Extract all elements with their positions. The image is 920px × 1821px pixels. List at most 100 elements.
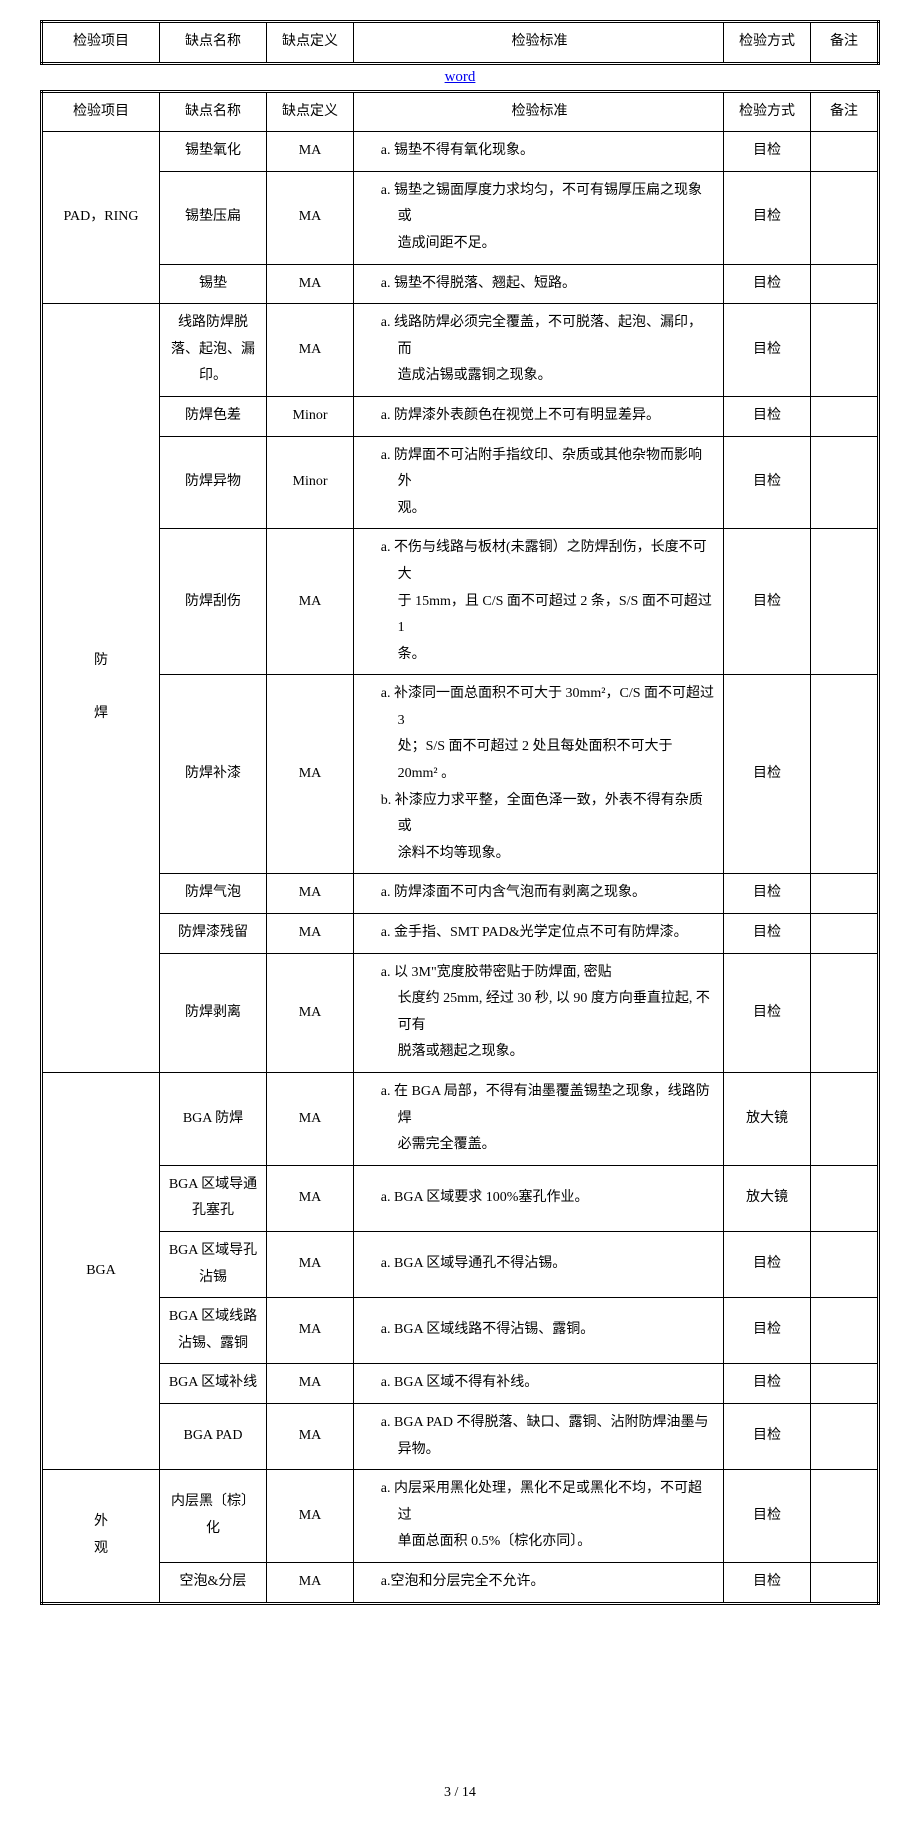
cell-defect: 锡垫压扁 — [160, 171, 267, 264]
cell-standard: a. BGA 区域要求 100%塞孔作业。 — [354, 1165, 724, 1231]
cell-method: 目检 — [724, 874, 811, 914]
cell-defect: 线路防焊脱落、起泡、漏印。 — [160, 304, 267, 397]
cell-method: 目检 — [724, 132, 811, 172]
cell-standard: a. BGA PAD 不得脱落、缺口、露铜、沾附防焊油墨与异物。 — [354, 1403, 724, 1469]
cell-standard: a. 锡垫之锡面厚度力求均匀，不可有锡厚压扁之现象或造成间距不足。 — [354, 171, 724, 264]
cell-method: 目检 — [724, 529, 811, 675]
cell-standard: a. 锡垫不得有氧化现象。 — [354, 132, 724, 172]
cell-defect: BGA 区域补线 — [160, 1364, 267, 1404]
cell-note — [811, 396, 879, 436]
th-method: 检验方式 — [724, 91, 811, 132]
cell-defect: 锡垫氧化 — [160, 132, 267, 172]
cell-definition: MA — [267, 304, 354, 397]
cell-definition: MA — [267, 1364, 354, 1404]
cell-method: 目检 — [724, 1231, 811, 1297]
cell-note — [811, 675, 879, 874]
th-defect: 缺点名称 — [160, 91, 267, 132]
cell-method: 目检 — [724, 1403, 811, 1469]
table-row: PAD，RING锡垫氧化MAa. 锡垫不得有氧化现象。目检 — [42, 132, 879, 172]
table-row: BGA 区域导孔沾锡MAa. BGA 区域导通孔不得沾锡。目检 — [42, 1231, 879, 1297]
cell-method: 目检 — [724, 436, 811, 529]
cell-method: 目检 — [724, 171, 811, 264]
cell-item: PAD，RING — [42, 132, 160, 304]
th-item-top: 检验项目 — [42, 22, 160, 64]
cell-note — [811, 529, 879, 675]
table-row: 防焊剥离MAa. 以 3M"宽度胶带密贴于防焊面, 密贴长度约 25mm, 经过… — [42, 953, 879, 1072]
cell-standard: a. 线路防焊必须完全覆盖，不可脱落、起泡、漏印，而造成沾锡或露铜之现象。 — [354, 304, 724, 397]
cell-standard: a. 防焊面不可沾附手指纹印、杂质或其他杂物而影响外观。 — [354, 436, 724, 529]
cell-method: 目检 — [724, 1562, 811, 1603]
cell-definition: MA — [267, 171, 354, 264]
table-row: 防焊刮伤MAa. 不伤与线路与板材(未露铜）之防焊刮伤，长度不可大于 15mm，… — [42, 529, 879, 675]
cell-method: 目检 — [724, 264, 811, 304]
header-table-top: 检验项目 缺点名称 缺点定义 检验标准 检验方式 备注 — [40, 20, 880, 65]
cell-note — [811, 1364, 879, 1404]
cell-standard: a. 防焊漆外表颜色在视觉上不可有明显差异。 — [354, 396, 724, 436]
cell-method: 目检 — [724, 396, 811, 436]
cell-definition: MA — [267, 1073, 354, 1166]
cell-definition: MA — [267, 675, 354, 874]
cell-note — [811, 1231, 879, 1297]
word-link[interactable]: word — [40, 69, 880, 86]
cell-item: BGA — [42, 1073, 160, 1470]
cell-note — [811, 264, 879, 304]
table-row: BGA 区域线路沾锡、露铜MAa. BGA 区域线路不得沾锡、露铜。目检 — [42, 1298, 879, 1364]
table-row: 空泡&分层MAa.空泡和分层完全不允许。目检 — [42, 1562, 879, 1603]
table-row: 防焊漆残留MAa. 金手指、SMT PAD&光学定位点不可有防焊漆。目检 — [42, 914, 879, 954]
cell-standard: a. 补漆同一面总面积不可大于 30mm²，C/S 面不可超过 3处；S/S 面… — [354, 675, 724, 874]
table-row: BGABGA 防焊MAa. 在 BGA 局部，不得有油墨覆盖锡垫之现象，线路防焊… — [42, 1073, 879, 1166]
cell-defect: BGA PAD — [160, 1403, 267, 1469]
cell-standard: a. 不伤与线路与板材(未露铜）之防焊刮伤，长度不可大于 15mm，且 C/S … — [354, 529, 724, 675]
cell-item: 外 观 — [42, 1470, 160, 1603]
cell-method: 放大镜 — [724, 1165, 811, 1231]
cell-note — [811, 953, 879, 1072]
cell-note — [811, 171, 879, 264]
cell-method: 目检 — [724, 1364, 811, 1404]
table-row: 防焊色差Minora. 防焊漆外表颜色在视觉上不可有明显差异。目检 — [42, 396, 879, 436]
cell-definition: Minor — [267, 436, 354, 529]
th-def-top: 缺点定义 — [267, 22, 354, 64]
cell-definition: MA — [267, 264, 354, 304]
th-note: 备注 — [811, 91, 879, 132]
cell-method: 目检 — [724, 1298, 811, 1364]
cell-standard: a. 在 BGA 局部，不得有油墨覆盖锡垫之现象，线路防焊必需完全覆盖。 — [354, 1073, 724, 1166]
cell-definition: MA — [267, 1403, 354, 1469]
cell-definition: MA — [267, 1470, 354, 1563]
cell-defect: 防焊漆残留 — [160, 914, 267, 954]
table-row: 防 焊线路防焊脱落、起泡、漏印。MAa. 线路防焊必须完全覆盖，不可脱落、起泡、… — [42, 304, 879, 397]
cell-standard: a. BGA 区域线路不得沾锡、露铜。 — [354, 1298, 724, 1364]
cell-defect: 空泡&分层 — [160, 1562, 267, 1603]
cell-definition: MA — [267, 529, 354, 675]
cell-note — [811, 1165, 879, 1231]
cell-note — [811, 132, 879, 172]
cell-standard: a. 防焊漆面不可内含气泡而有剥离之现象。 — [354, 874, 724, 914]
cell-method: 目检 — [724, 675, 811, 874]
cell-standard: a. 以 3M"宽度胶带密贴于防焊面, 密贴长度约 25mm, 经过 30 秒,… — [354, 953, 724, 1072]
table-row: 防焊补漆MAa. 补漆同一面总面积不可大于 30mm²，C/S 面不可超过 3处… — [42, 675, 879, 874]
cell-item: 防 焊 — [42, 304, 160, 1073]
cell-note — [811, 1073, 879, 1166]
cell-definition: MA — [267, 1562, 354, 1603]
cell-note — [811, 1298, 879, 1364]
cell-method: 目检 — [724, 953, 811, 1072]
cell-standard: a. BGA 区域不得有补线。 — [354, 1364, 724, 1404]
cell-standard: a. 内层采用黑化处理，黑化不足或黑化不均，不可超过单面总面积 0.5%〔棕化亦… — [354, 1470, 724, 1563]
cell-method: 放大镜 — [724, 1073, 811, 1166]
header-row: 检验项目 缺点名称 缺点定义 检验标准 检验方式 备注 — [42, 91, 879, 132]
table-row: BGA 区域补线MAa. BGA 区域不得有补线。目检 — [42, 1364, 879, 1404]
th-method-top: 检验方式 — [724, 22, 811, 64]
cell-note — [811, 304, 879, 397]
cell-method: 目检 — [724, 1470, 811, 1563]
th-note-top: 备注 — [811, 22, 879, 64]
cell-note — [811, 914, 879, 954]
cell-note — [811, 436, 879, 529]
th-item: 检验项目 — [42, 91, 160, 132]
th-std-top: 检验标准 — [354, 22, 724, 64]
cell-defect: BGA 防焊 — [160, 1073, 267, 1166]
cell-definition: MA — [267, 914, 354, 954]
cell-defect: 防焊异物 — [160, 436, 267, 529]
th-defect-top: 缺点名称 — [160, 22, 267, 64]
cell-defect: 防焊气泡 — [160, 874, 267, 914]
cell-definition: MA — [267, 953, 354, 1072]
cell-standard: a. 锡垫不得脱落、翘起、短路。 — [354, 264, 724, 304]
